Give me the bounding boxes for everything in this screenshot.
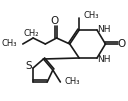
Text: CH₃: CH₃ xyxy=(84,11,99,19)
Text: CH₃: CH₃ xyxy=(2,39,17,48)
Text: CH₃: CH₃ xyxy=(64,77,80,86)
Text: S: S xyxy=(25,61,32,71)
Text: CH₂: CH₂ xyxy=(23,28,39,37)
Text: O: O xyxy=(51,16,59,26)
Text: NH: NH xyxy=(97,55,110,64)
Text: O: O xyxy=(117,39,126,49)
Text: NH: NH xyxy=(97,25,110,34)
